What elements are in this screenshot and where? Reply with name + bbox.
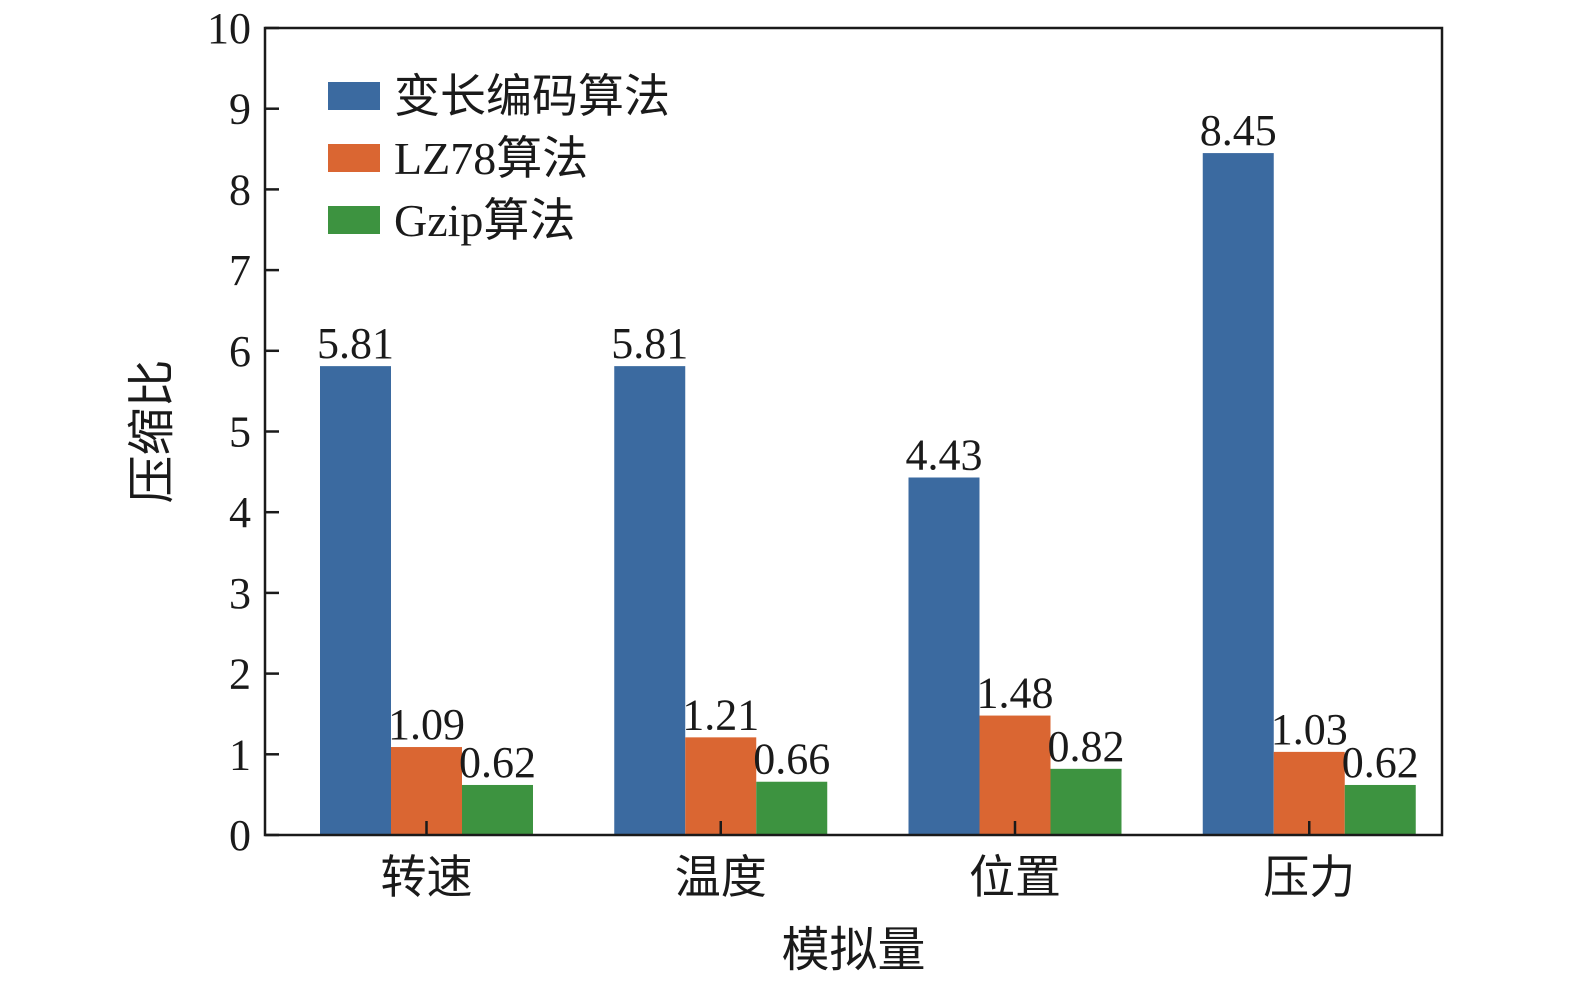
data-label: 0.66	[753, 735, 830, 784]
data-label: 5.81	[611, 319, 688, 368]
legend-label: 变长编码算法	[394, 71, 670, 122]
data-label: 5.81	[317, 319, 394, 368]
y-tick-label: 9	[229, 85, 251, 134]
x-tick-label: 温度	[675, 852, 767, 903]
legend: 变长编码算法 LZ78算法 Gzip算法	[328, 71, 670, 246]
data-label: 0.62	[1342, 738, 1419, 787]
data-label: 1.09	[388, 700, 465, 749]
y-tick-label: 6	[229, 327, 251, 376]
x-axis-title: 模拟量	[781, 924, 925, 977]
value-labels-layer: 5.81 5.814.438.451.09 1.21 1.481.030.62 0.66…	[317, 106, 1419, 787]
data-label: 1.48	[977, 669, 1054, 718]
legend-swatch	[328, 82, 380, 110]
y-tick-label: 7	[229, 246, 251, 295]
data-label: 4.43	[906, 430, 983, 479]
y-tick-label: 0	[229, 811, 251, 860]
y-tick-label: 5	[229, 408, 251, 457]
bar	[1344, 784, 1416, 835]
legend-swatch	[328, 206, 380, 234]
y-tick-label: 1	[229, 730, 251, 779]
bar	[685, 737, 757, 835]
legend-label: LZ78算法	[394, 133, 588, 184]
y-axis-title: 压缩比	[126, 359, 179, 503]
data-label: 0.62	[459, 738, 536, 787]
x-tick-label: 位置	[969, 852, 1061, 903]
axes-layer: 0 1 2 3 4 5 6 7 8 9 10 转速 温度 位置 压力	[207, 4, 1444, 903]
y-tick-label: 4	[229, 488, 251, 537]
bar	[1050, 768, 1122, 835]
bar	[614, 366, 686, 835]
bar	[391, 747, 462, 835]
x-tick-label: 转速	[381, 852, 473, 903]
data-label: 1.21	[682, 690, 759, 739]
bar	[756, 781, 828, 835]
bar	[1202, 153, 1274, 835]
y-tick-label: 3	[229, 569, 251, 618]
data-label: 1.03	[1271, 705, 1348, 754]
legend-swatch	[328, 144, 380, 172]
legend-label: Gzip算法	[394, 195, 575, 246]
data-label: 8.45	[1200, 106, 1277, 155]
bar	[462, 784, 533, 835]
bar	[908, 477, 980, 835]
y-tick-label: 2	[229, 650, 251, 699]
y-tick-label: 10	[207, 4, 251, 53]
bar	[320, 366, 391, 835]
y-tick-label: 8	[229, 165, 251, 214]
bars-layer	[320, 153, 1416, 835]
data-label: 0.82	[1048, 722, 1125, 771]
x-tick-label: 压力	[1263, 852, 1355, 903]
bar	[979, 715, 1051, 835]
